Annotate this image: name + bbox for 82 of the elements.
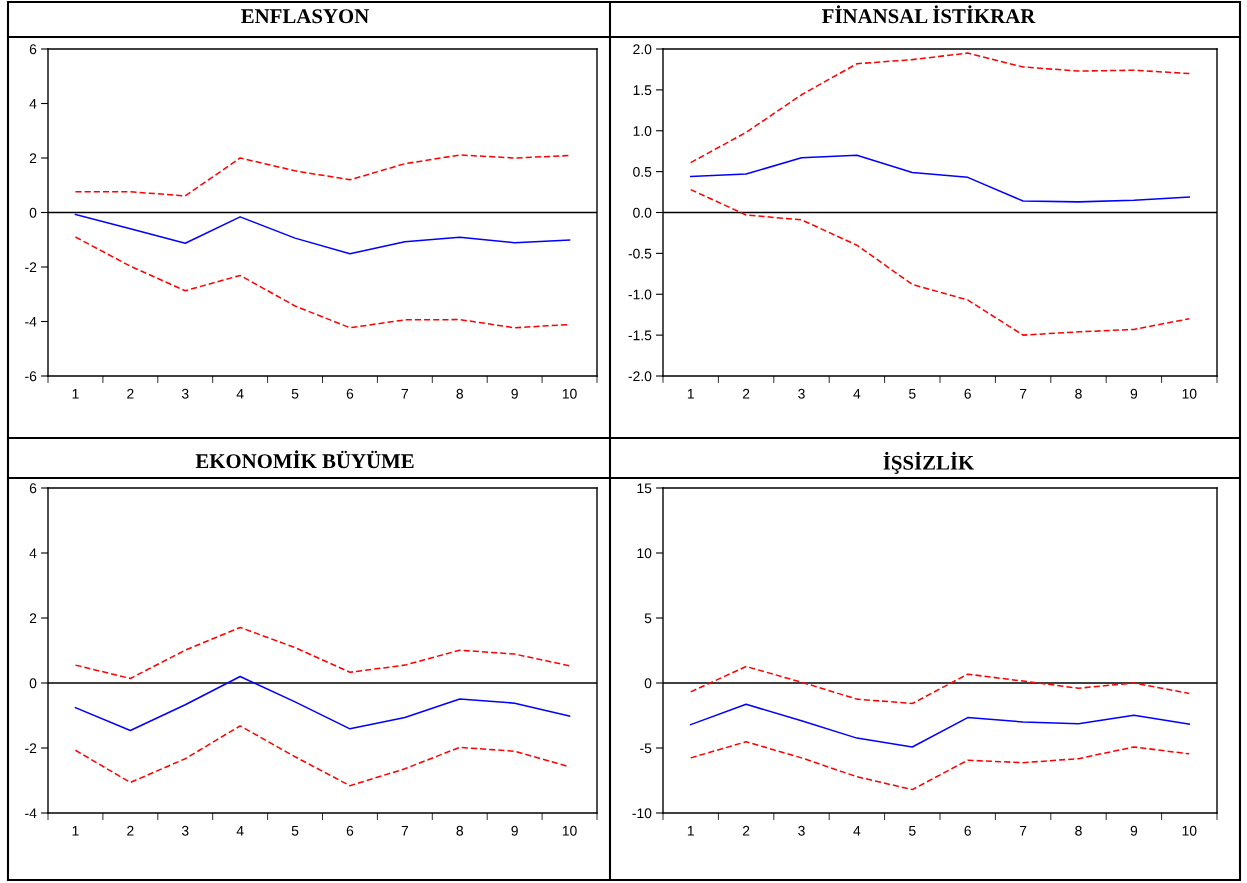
y-tick-label: 0.5 [633, 166, 652, 177]
x-tick-label: 6 [964, 388, 971, 399]
line-series [74, 213, 571, 255]
x-tick-label: 10 [562, 388, 577, 399]
x-tick-label: 3 [181, 388, 189, 399]
x-tick-label: 8 [1075, 388, 1082, 399]
y-tick-label: 0.0 [633, 207, 652, 218]
line-series [689, 52, 1191, 164]
y-tick-label: -5 [640, 743, 652, 754]
x-tick-label: 9 [1130, 388, 1138, 399]
x-tick-label: 1 [687, 826, 694, 836]
y-tick-label: -10 [632, 808, 652, 819]
chart-title: EKONOMİK BÜYÜME [195, 450, 414, 469]
chart-title: FİNANSAL İSTİKRAR [822, 5, 1036, 24]
line-series [689, 740, 1191, 791]
y-tick-label: 5 [644, 613, 652, 624]
line-series [74, 675, 571, 732]
y-tick-label: 15 [637, 483, 652, 494]
x-tick-label: 10 [1182, 388, 1197, 399]
x-tick-label: 7 [1019, 389, 1027, 399]
y-tick-label: -4 [25, 316, 37, 327]
x-tick-label: 3 [798, 388, 805, 399]
x-tick-label: 1 [687, 389, 694, 399]
y-tick-label: 0 [644, 678, 652, 689]
chart-title: ENFLASYON [241, 9, 369, 24]
y-tick-label: 2.0 [633, 44, 652, 55]
x-tick-label: 6 [346, 388, 354, 399]
y-tick-label: 0 [29, 207, 37, 218]
x-tick-label: 7 [1019, 826, 1027, 836]
y-tick-label: 0 [29, 678, 37, 689]
x-tick-label: 3 [181, 825, 189, 836]
x-tick-label: 2 [742, 388, 750, 399]
x-tick-label: 9 [511, 825, 518, 836]
line-series [74, 154, 571, 197]
y-tick-label: -2 [25, 743, 37, 754]
y-tick-label: 2 [29, 153, 37, 164]
line-series [689, 154, 1191, 203]
y-tick-label: 6 [29, 483, 37, 494]
y-tick-label: -1.5 [628, 330, 652, 341]
x-tick-label: 5 [291, 389, 299, 399]
x-tick-label: 10 [562, 825, 577, 836]
y-tick-label: 10 [637, 548, 652, 559]
y-tick-label: -4 [25, 808, 37, 819]
x-tick-label: 4 [236, 389, 244, 399]
x-tick-label: 5 [908, 389, 916, 399]
line-series [689, 188, 1191, 336]
y-tick-label: 1.5 [633, 85, 652, 96]
y-tick-label: -2.0 [628, 371, 652, 382]
x-tick-label: 1 [72, 826, 79, 836]
x-tick-label: 9 [1130, 825, 1138, 836]
x-tick-label: 9 [511, 388, 518, 399]
x-tick-label: 6 [964, 825, 971, 836]
line-series [689, 703, 1191, 748]
line-series [74, 626, 571, 680]
x-tick-label: 3 [798, 825, 805, 836]
x-tick-label: 6 [346, 825, 354, 836]
x-tick-label: 7 [401, 826, 409, 836]
y-tick-label: -1.0 [628, 289, 652, 300]
x-tick-label: 8 [1075, 825, 1082, 836]
x-tick-label: 4 [853, 389, 861, 399]
y-tick-label: 6 [29, 44, 37, 55]
y-tick-label: -0.5 [628, 248, 652, 259]
x-tick-label: 2 [742, 825, 750, 836]
x-tick-label: 5 [291, 826, 299, 836]
x-tick-label: 4 [236, 826, 244, 836]
x-tick-label: 4 [853, 826, 861, 836]
x-tick-label: 5 [908, 826, 916, 836]
line-series [689, 665, 1191, 705]
x-tick-label: 2 [127, 825, 134, 836]
x-tick-label: 10 [1182, 825, 1197, 836]
y-tick-label: 4 [29, 98, 37, 109]
x-tick-label: 7 [401, 389, 409, 399]
y-tick-label: -6 [25, 371, 37, 382]
x-tick-label: 8 [456, 825, 464, 836]
y-tick-label: 2 [29, 613, 37, 624]
x-tick-label: 8 [456, 388, 464, 399]
x-tick-label: 1 [72, 389, 79, 399]
chart-title: İŞSİZLİK [883, 451, 975, 474]
x-tick-label: 2 [127, 388, 134, 399]
y-tick-label: 1.0 [633, 126, 652, 136]
y-tick-label: 4 [29, 548, 37, 559]
y-tick-label: -2 [25, 262, 37, 273]
